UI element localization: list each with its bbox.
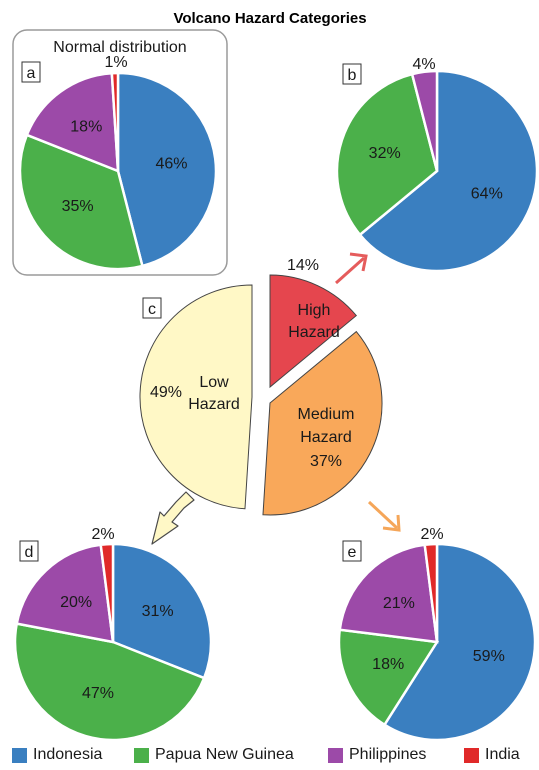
- legend-swatch-philippines: [328, 747, 343, 763]
- pie-a-label-india: 1%: [104, 54, 127, 71]
- pie-e-label-indonesia: 59%: [473, 648, 505, 665]
- pie-b-slice-indonesia: [358, 69, 539, 273]
- panel-letter-e: e: [342, 540, 362, 562]
- legend-swatch-indonesia: [12, 747, 27, 763]
- pie-b-slice-philippines: [410, 69, 439, 172]
- legend-swatch-india: [464, 747, 479, 763]
- pie-d-label-indonesia: 31%: [142, 603, 174, 620]
- pie-a-label-philippines: 18%: [70, 119, 102, 136]
- pie-d-slice-papua-new-guinea: [13, 622, 206, 742]
- pie-d-label-philippines: 20%: [60, 594, 92, 611]
- pie-e-label-philippines: 21%: [383, 595, 415, 612]
- pie-c-label-medium-hazard-0: Medium: [298, 406, 355, 423]
- pie-e-slice-indonesia: [382, 542, 537, 742]
- legend-item-india: India: [464, 744, 520, 766]
- pie-d-slice-philippines: [15, 543, 115, 644]
- legend: Indonesia Papua New Guinea Philippines I…: [0, 744, 539, 768]
- svg-text:e: e: [348, 544, 357, 561]
- pie-e-label-papua-new-guinea: 18%: [372, 656, 404, 673]
- arrow-low-to-d: [151, 491, 195, 545]
- pie-c-label-medium-hazard-2: 37%: [310, 453, 342, 470]
- legend-item-indonesia: Indonesia: [12, 744, 102, 766]
- panel-a-frame: [12, 29, 228, 276]
- legend-label-philippines: Philippines: [349, 746, 427, 763]
- pie-c-slice-medium-hazard: [262, 330, 383, 516]
- legend-item-philippines: Philippines: [328, 744, 426, 766]
- svg-text:b: b: [348, 67, 357, 84]
- pie-c-label-high-hazard-1: Hazard: [288, 324, 340, 341]
- pie-c-value-low-hazard: 49%: [150, 384, 182, 401]
- legend-swatch-papua-new-guinea: [134, 747, 149, 763]
- panel-letter-b: b: [342, 63, 362, 85]
- pie-e-label-india: 2%: [420, 526, 443, 543]
- svg-text:d: d: [25, 544, 34, 561]
- legend-label-india: India: [485, 746, 520, 763]
- pie-chart-c-hazard: High Hazard 14% Medium Hazard 37% Low Hazard 49%: [139, 257, 383, 516]
- pie-e-slice-philippines: [338, 543, 439, 644]
- pie-chart-d: 31% 47% 20% 2%: [13, 526, 213, 742]
- legend-item-papua-new-guinea: Papua New Guinea: [134, 744, 294, 766]
- panel-letter-a: a: [21, 61, 41, 83]
- pie-e-slice-india: [423, 542, 439, 643]
- pie-d-slice-indonesia: [111, 542, 213, 680]
- arrow-high-to-b: [335, 252, 368, 285]
- pie-c-label-low-hazard-1: Hazard: [188, 396, 240, 413]
- pie-d-label-papua-new-guinea: 47%: [82, 685, 114, 702]
- pie-chart-b: 64% 32% 4%: [335, 56, 539, 273]
- panel-letter-c: c: [142, 297, 162, 319]
- legend-label-papua-new-guinea: Papua New Guinea: [155, 746, 294, 763]
- svg-text:c: c: [148, 301, 156, 318]
- pie-a-slice-philippines: [25, 71, 120, 173]
- pie-b-slice-papua-new-guinea: [335, 72, 439, 237]
- pie-c-slice-high-hazard: [269, 274, 358, 389]
- arrow-medium-to-e: [367, 500, 401, 532]
- svg-text:a: a: [27, 65, 36, 82]
- pie-e-slice-papua-new-guinea: [337, 628, 440, 727]
- chart-title: Volcano Hazard Categories: [173, 10, 366, 27]
- pie-b-label-philippines: 4%: [412, 56, 435, 73]
- pie-d-slice-india: [99, 542, 115, 643]
- pie-c-label-low-hazard-0: Low: [199, 374, 229, 391]
- pie-c-label-medium-hazard-1: Hazard: [300, 429, 352, 446]
- pie-b-label-indonesia: 64%: [471, 186, 503, 203]
- pie-c-slice-low-hazard: [139, 284, 253, 510]
- pie-c-label-high-hazard-0: High: [298, 302, 331, 319]
- pie-b-label-papua-new-guinea: 32%: [369, 145, 401, 162]
- pie-a-slice-indonesia: [116, 71, 218, 268]
- pie-d-label-india: 2%: [91, 526, 114, 543]
- pie-chart-e: 59% 18% 21% 2%: [337, 526, 537, 742]
- pie-a-label-papua-new-guinea: 35%: [62, 198, 94, 215]
- panel-a-title: Normal distribution: [53, 39, 186, 56]
- panel-letter-d: d: [19, 540, 39, 562]
- legend-label-indonesia: Indonesia: [33, 746, 103, 763]
- pie-chart-a: 46% 35% 18% 1%: [18, 54, 218, 271]
- pie-a-slice-papua-new-guinea: [18, 133, 144, 271]
- pie-a-slice-india: [110, 71, 120, 172]
- pie-c-value-high-hazard: 14%: [287, 257, 319, 274]
- pie-a-label-indonesia: 46%: [155, 155, 187, 172]
